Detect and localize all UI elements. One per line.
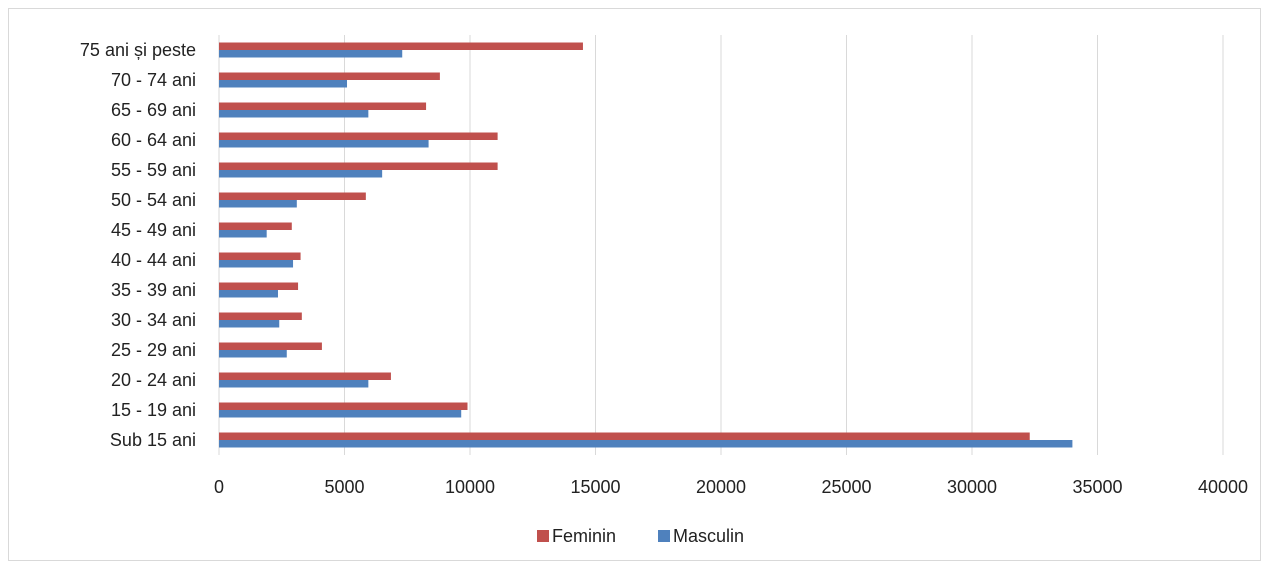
- category-label: 15 - 19 ani: [111, 400, 196, 420]
- category-label: Sub 15 ani: [110, 430, 196, 450]
- bar-masculin: [219, 50, 403, 58]
- x-tick-label: 35000: [1072, 477, 1122, 497]
- bar-feminin: [219, 222, 292, 230]
- category-label: 55 - 59 ani: [111, 160, 196, 180]
- bar-feminin: [219, 252, 301, 260]
- category-label: 40 - 44 ani: [111, 250, 196, 270]
- bar-masculin: [219, 350, 287, 358]
- bar-feminin: [219, 342, 322, 350]
- bar-feminin: [219, 162, 498, 170]
- x-tick-label: 15000: [570, 477, 620, 497]
- bar-feminin: [219, 72, 440, 80]
- legend: Feminin Masculin: [537, 526, 744, 546]
- category-label: 35 - 39 ani: [111, 280, 196, 300]
- bar-masculin: [219, 320, 280, 328]
- category-labels: Sub 15 ani 15 - 19 ani 20 - 24 ani 25 - 29 …: [80, 40, 196, 450]
- bar-masculin: [219, 110, 369, 118]
- bar-masculin: [219, 200, 297, 208]
- legend-label: Feminin: [552, 526, 616, 546]
- bar-masculin: [219, 290, 278, 298]
- bar-feminin: [219, 42, 583, 50]
- x-tick-label: 40000: [1198, 477, 1248, 497]
- bar-feminin: [219, 372, 391, 380]
- bar-masculin: [219, 170, 383, 178]
- bar-masculin: [219, 230, 267, 238]
- chart-frame: [8, 8, 1261, 561]
- bar-feminin: [219, 282, 299, 290]
- bar-feminin: [219, 102, 427, 110]
- category-label: 75 ani și peste: [80, 40, 196, 60]
- category-label: 45 - 49 ani: [111, 220, 196, 240]
- x-tick-label: 5000: [324, 477, 364, 497]
- legend-label: Masculin: [673, 526, 744, 546]
- category-label: 50 - 54 ani: [111, 190, 196, 210]
- gridlines: [218, 35, 1224, 455]
- x-tick-label: 0: [214, 477, 224, 497]
- bar-masculin: [219, 380, 369, 388]
- bar-feminin: [219, 312, 302, 320]
- bar-feminin: [219, 432, 1030, 440]
- bar-masculin: [219, 260, 294, 268]
- bar-masculin: [219, 80, 348, 88]
- x-tick-label: 20000: [696, 477, 746, 497]
- bars: [219, 42, 1073, 448]
- bar-masculin: [219, 410, 462, 418]
- bar-feminin: [219, 402, 468, 410]
- legend-swatch: [658, 530, 670, 542]
- x-tick-label: 10000: [445, 477, 495, 497]
- bar-feminin: [219, 192, 366, 200]
- x-tick-labels: 0 5000 10000 15000 20000 25000 30000 35000 40000: [214, 477, 1248, 497]
- bar-masculin: [219, 440, 1073, 448]
- category-label: 70 - 74 ani: [111, 70, 196, 90]
- x-tick-label: 25000: [821, 477, 871, 497]
- category-label: 25 - 29 ani: [111, 340, 196, 360]
- x-tick-label: 30000: [947, 477, 997, 497]
- category-label: 20 - 24 ani: [111, 370, 196, 390]
- category-label: 65 - 69 ani: [111, 100, 196, 120]
- legend-swatch: [537, 530, 549, 542]
- category-label: 60 - 64 ani: [111, 130, 196, 150]
- bar-masculin: [219, 140, 429, 148]
- bar-feminin: [219, 132, 498, 140]
- category-label: 30 - 34 ani: [111, 310, 196, 330]
